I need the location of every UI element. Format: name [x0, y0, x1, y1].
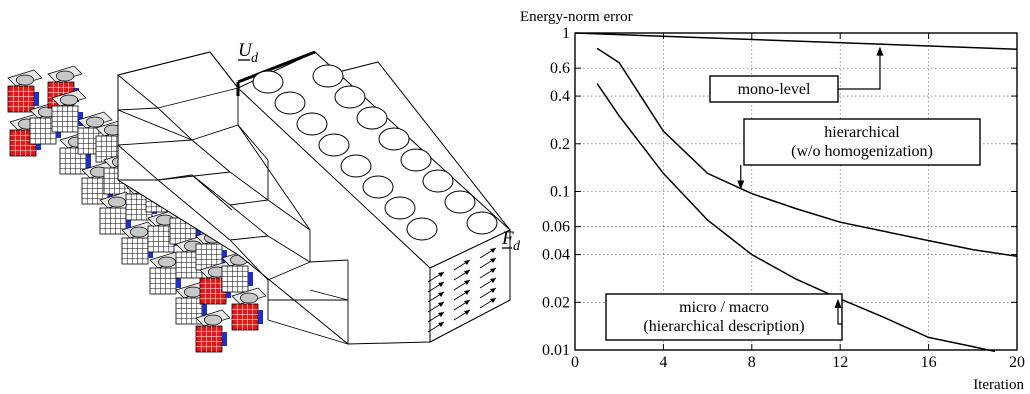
annotation-box	[743, 118, 981, 166]
macro-mesh-stack	[117, 50, 511, 345]
holed-plate	[236, 50, 511, 343]
annotation-leader	[837, 304, 842, 325]
error-chart: 0 4 8 12 16 20 1 0.6 0.4 0.2 0.1 0.06 0.04 0.02 0.01 m…	[520, 9, 1025, 393]
y-tick-label: 0.01	[542, 342, 570, 359]
hole-icon	[400, 148, 432, 172]
force-label: F	[501, 228, 514, 249]
chart-ticks: 0 4 8 12 16 20 1 0.6 0.4 0.2 0.1 0.06 0.04 0.02 0.01	[542, 25, 1025, 371]
series-line	[596, 47, 1018, 258]
y-tick-label: 0.06	[542, 219, 570, 236]
hole-icon	[318, 133, 350, 157]
hole-icon	[406, 217, 438, 241]
displacement-label: U	[238, 40, 253, 61]
annotation-leader	[838, 52, 881, 90]
micro-cell	[51, 89, 87, 133]
chart-series	[574, 32, 1018, 353]
micro-cell	[121, 221, 157, 265]
hole-icon	[340, 154, 372, 178]
x-tick-label: 8	[748, 354, 756, 371]
micro-cell	[149, 251, 185, 295]
hole-icon	[384, 196, 416, 220]
displacement-subscript: d	[251, 51, 259, 66]
y-tick-label: 0.02	[542, 294, 570, 311]
annotation-box	[709, 75, 839, 103]
hole-icon	[444, 190, 476, 214]
hole-icon	[362, 175, 394, 199]
hole-icon	[378, 127, 410, 151]
annotation-box	[605, 293, 843, 341]
y-tick-label: 0.6	[550, 60, 570, 77]
force-subscript: d	[513, 239, 520, 254]
micro-cell	[7, 69, 43, 113]
x-axis-label: Iteration	[973, 377, 1024, 393]
y-tick-label: 0.1	[550, 184, 570, 201]
annotation-arrowhead	[737, 180, 745, 190]
hole-icon	[356, 106, 388, 130]
annotation-text: mono-level	[738, 81, 811, 98]
series-line	[596, 83, 996, 353]
annotation-text: hierarchical	[824, 124, 900, 141]
hole-icon	[296, 112, 328, 136]
annotation-text: micro / macro	[679, 299, 769, 316]
annotation-arrowhead	[876, 46, 884, 56]
y-tick-label: 0.04	[542, 247, 570, 264]
chart-annotations: mono-level hierarchical (w/o homogenizatio…	[605, 46, 981, 341]
y-tick-label: 0.2	[550, 136, 570, 153]
x-tick-label: 0	[571, 354, 579, 371]
hole-icon	[274, 91, 306, 115]
x-tick-label: 20	[1009, 354, 1025, 371]
loaded-face	[429, 229, 511, 343]
x-tick-label: 12	[832, 354, 848, 371]
plot-frame	[574, 32, 1018, 351]
hole-icon	[252, 70, 284, 94]
y-axis-label: Energy-norm error	[520, 9, 633, 25]
hole-icon	[334, 85, 366, 109]
hole-icon	[422, 169, 454, 193]
hole-icon	[312, 64, 344, 88]
micro-cell	[195, 309, 231, 353]
annotation-text: (w/o homogenization)	[791, 143, 933, 160]
structure-illustration: U d F d	[7, 40, 520, 353]
hole-icon	[466, 211, 498, 235]
x-tick-label: 16	[921, 354, 937, 371]
x-tick-label: 4	[659, 354, 667, 371]
annotation-arrowhead	[834, 298, 842, 308]
micro-cell	[231, 287, 267, 331]
triangle-mesh	[117, 51, 349, 345]
y-tick-label: 1	[562, 25, 570, 42]
series-line	[574, 32, 1018, 50]
y-tick-label: 0.4	[550, 88, 570, 105]
annotation-text: (hierarchical description)	[643, 318, 804, 335]
